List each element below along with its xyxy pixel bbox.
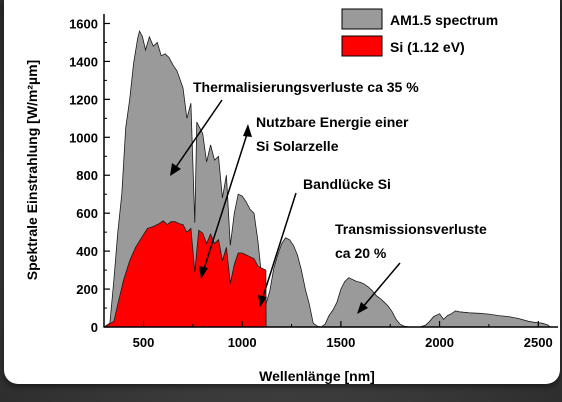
y-tick-label-1400: 1400 [69,54,98,69]
y-tick-label-400: 400 [76,244,98,259]
x-tick-label-1000: 1000 [228,335,257,350]
y-axis-title: Spektrale Einstrahlung [W/m²µm] [24,60,40,280]
annotation-thermalization: Thermalisierungsverluste ca 35 % [193,79,419,95]
arrow-bandgap [258,192,297,307]
axes-layer [103,14,558,328]
legend-label-am15: AM1.5 spectrum [390,12,498,28]
series-si-area [102,220,267,328]
x-tick-label-2000: 2000 [425,335,454,350]
legend-swatch-am15 [341,8,383,30]
annotation-transmission-line1: Transmissionsverluste [335,221,487,237]
annotations: Thermalisierungsverluste ca 35 % Nutzbar… [170,79,487,314]
series-layer [102,29,552,328]
y-tick-label-0: 0 [91,320,98,335]
annotation-transmission-line2: ca 20 % [335,245,387,261]
x-axis-title: Wellenlänge [nm] [259,368,375,384]
legend: AM1.5 spectrum Si (1.12 eV) [341,8,498,57]
annotation-usable-line1: Nutzbare Energie einer [256,114,409,130]
arrow-usable-energy [199,124,252,279]
y-tick-label-1600: 1600 [69,16,98,31]
x-tick-label-1500: 1500 [326,335,355,350]
ticks-layer: 0 200 400 600 800 1000 1200 1400 1600 500 1000 1500… [69,16,553,350]
y-tick-label-200: 200 [76,282,98,297]
y-tick-label-800: 800 [76,168,98,183]
y-tick-label-1000: 1000 [69,130,98,145]
x-tick-label-500: 500 [133,335,155,350]
arrow-transmission [357,262,401,314]
annotation-bandgap: Bandlücke Si [303,176,391,192]
legend-label-si: Si (1.12 eV) [390,39,465,55]
x-tick-label-2500: 2500 [524,335,553,350]
annotation-usable-line2: Si Solarzelle [256,138,339,154]
arrow-thermalization [170,99,223,176]
y-tick-label-1200: 1200 [69,92,98,107]
y-tick-label-600: 600 [76,206,98,221]
legend-swatch-si [341,35,383,57]
